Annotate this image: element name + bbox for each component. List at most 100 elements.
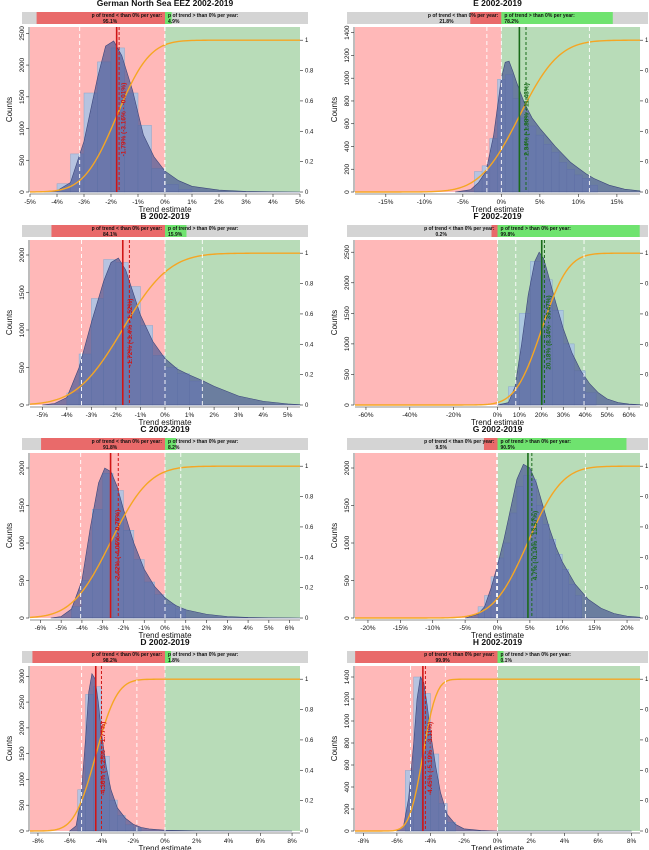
x-tick-label: -15% — [393, 625, 408, 632]
x-tick-label: 4% — [258, 412, 268, 419]
right-tick-label: 1 — [305, 38, 309, 44]
x-tick-label: 4% — [268, 199, 278, 206]
right-tick-label: 0.8 — [305, 708, 314, 714]
density-area — [465, 463, 641, 619]
y-axis-label: Counts — [5, 523, 14, 548]
positive-probability-label: p of trend > than 0% per year: — [168, 13, 239, 19]
density-area — [42, 257, 301, 406]
negative-probability-box — [355, 651, 498, 663]
panel-B: B 2002-2019 p of trend < than 0% per year… — [5, 211, 314, 427]
x-tick-label: -5% — [457, 199, 469, 206]
y-tick-label: 800 — [344, 95, 351, 106]
median-annotation: 20.18% (8.34% - 39.47%) — [546, 295, 553, 369]
y-tick-label: 500 — [19, 575, 26, 586]
y-tick-label: 1400 — [344, 25, 351, 40]
positive-probability-box — [165, 225, 187, 237]
right-tick-label: 0.4 — [305, 342, 314, 348]
negative-probability-value: 0.2% — [436, 232, 448, 238]
right-tick-label: 0 — [305, 829, 309, 835]
y-tick-label: 1500 — [19, 746, 26, 761]
negative-probability-label: p of trend < than 0% per year: — [424, 652, 495, 658]
x-tick-label: 10% — [513, 412, 526, 419]
density-area — [497, 251, 641, 406]
right-tick-label: 0.2 — [305, 586, 314, 592]
right-tick-label: 0.4 — [645, 129, 649, 135]
y-tick-label: 2000 — [19, 720, 26, 735]
y-tick-label: 0 — [19, 616, 26, 620]
y-axis-label: Counts — [5, 97, 14, 122]
x-tick-label: 2% — [209, 412, 219, 419]
right-tick-label: 0.4 — [645, 555, 649, 561]
right-tick-label: 0.6 — [645, 312, 649, 318]
positive-probability-box — [165, 12, 172, 24]
median-annotation: 4.7% (-0.14% - 13.57%) — [532, 511, 539, 580]
negative-region — [355, 453, 498, 618]
panel-title: C 2002-2019 — [140, 424, 189, 434]
x-tick-label: -2% — [458, 838, 470, 845]
x-tick-label: 0% — [493, 838, 503, 845]
right-tick-label: 1 — [305, 251, 309, 257]
x-tick-label: -15% — [378, 199, 393, 206]
x-tick-label: -4% — [51, 199, 63, 206]
right-tick-label: 0 — [305, 403, 309, 409]
y-tick-label: 800 — [344, 737, 351, 748]
right-tick-label: 0.8 — [645, 495, 649, 501]
y-axis-label: Counts — [5, 310, 14, 335]
x-tick-label: 0% — [493, 412, 503, 419]
positive-probability-box — [497, 438, 627, 450]
right-tick-label: 0.4 — [645, 342, 649, 348]
negative-probability-box — [32, 651, 166, 663]
negative-probability-label: p of trend < than 0% per year: — [92, 652, 163, 658]
right-tick-label: 0.6 — [305, 525, 314, 531]
right-tick-label: 0.6 — [645, 738, 649, 744]
y-tick-label: 1000 — [19, 322, 26, 337]
y-tick-label: 500 — [19, 362, 26, 373]
y-axis-label: Counts — [330, 736, 339, 761]
x-tick-label: -2% — [105, 199, 117, 206]
y-tick-label: 1500 — [19, 89, 26, 104]
panel-A: German North Sea EEZ 2002-2019 p of trend… — [5, 0, 314, 214]
panel-title: F 2002-2019 — [473, 211, 521, 221]
negative-probability-value: 91.8% — [103, 445, 118, 451]
panel-title: H 2002-2019 — [473, 637, 522, 647]
negative-probability-value: 84.1% — [103, 232, 118, 238]
x-tick-label: -2% — [118, 625, 130, 632]
median-annotation: -1.72% (-3.4% - 1.52%) — [127, 299, 134, 367]
panel-title: B 2002-2019 — [140, 211, 189, 221]
y-tick-label: 1000 — [19, 121, 26, 136]
x-tick-label: -5% — [36, 412, 48, 419]
x-axis-label: Trend estimate — [138, 418, 192, 427]
y-tick-label: 1200 — [344, 691, 351, 706]
positive-probability-value: 99.8% — [501, 232, 516, 238]
median-annotation: -4.36% (-5.25% - -1.77%) — [100, 722, 107, 796]
negative-probability-label: p of trend < than 0% per year: — [92, 226, 163, 232]
x-tick-label: 60% — [623, 412, 636, 419]
panel-D: D 2002-2019 p of trend < than 0% per year… — [5, 637, 314, 850]
right-tick-label: 0.6 — [305, 738, 314, 744]
right-tick-label: 0.8 — [305, 69, 314, 75]
positive-probability-label: p of trend > than 0% per year: — [501, 652, 572, 658]
negative-probability-value: 21.8% — [439, 19, 454, 25]
right-tick-label: 0 — [305, 190, 309, 196]
x-tick-label: -60% — [358, 412, 373, 419]
x-tick-label: 3% — [241, 199, 251, 206]
x-axis-label: Trend estimate — [471, 844, 525, 850]
y-tick-label: 0 — [19, 403, 26, 407]
y-axis-label: Counts — [330, 523, 339, 548]
negative-probability-box — [41, 438, 165, 450]
density-area — [68, 672, 293, 832]
x-tick-label: -20% — [446, 412, 461, 419]
right-tick-label: 0.4 — [645, 768, 649, 774]
right-tick-label: 1 — [645, 677, 649, 683]
x-axis-label: Trend estimate — [138, 844, 192, 850]
y-axis-label: Counts — [330, 310, 339, 335]
x-tick-label: -4% — [96, 838, 108, 845]
x-tick-label: 10% — [572, 199, 585, 206]
positive-probability-box — [165, 651, 171, 663]
positive-probability-label: p of trend > than 0% per year: — [168, 439, 239, 445]
y-tick-label: 1000 — [19, 535, 26, 550]
x-tick-label: 1% — [187, 199, 197, 206]
right-tick-label: 0 — [645, 616, 649, 622]
x-tick-label: 2% — [202, 625, 212, 632]
density-area — [396, 676, 632, 832]
